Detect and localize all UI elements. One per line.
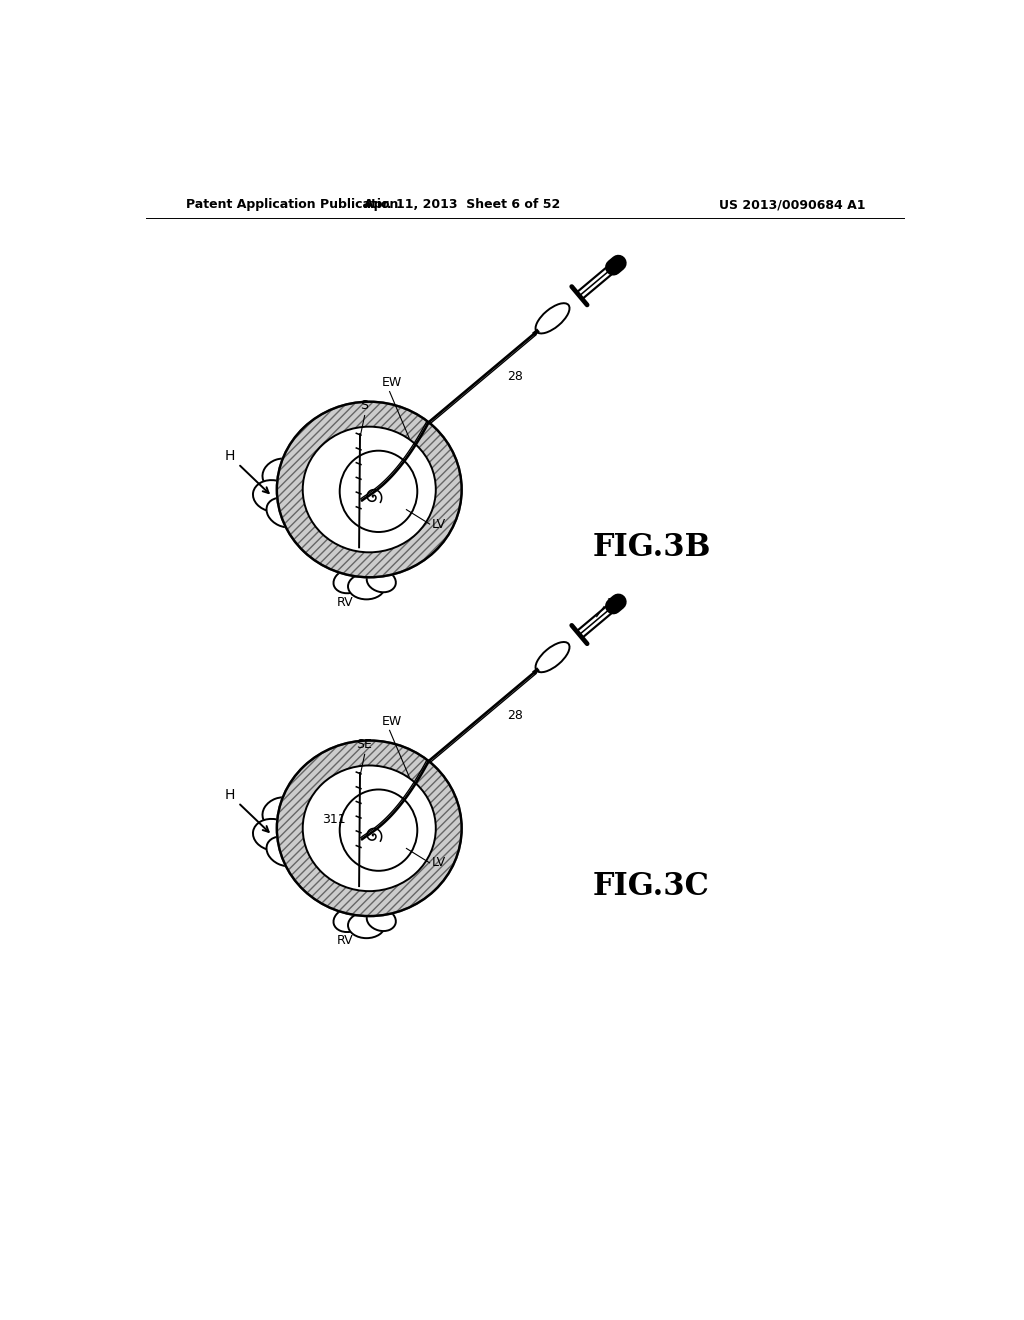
Text: LV: LV bbox=[431, 517, 445, 531]
Text: RV: RV bbox=[337, 935, 353, 948]
Ellipse shape bbox=[262, 458, 299, 488]
Text: S: S bbox=[359, 399, 368, 412]
Ellipse shape bbox=[262, 797, 299, 828]
Ellipse shape bbox=[266, 837, 302, 866]
Text: LV: LV bbox=[431, 857, 445, 870]
Ellipse shape bbox=[340, 450, 418, 532]
Ellipse shape bbox=[334, 569, 367, 593]
Text: EW: EW bbox=[381, 376, 401, 389]
Ellipse shape bbox=[348, 912, 385, 939]
Ellipse shape bbox=[283, 832, 312, 857]
Ellipse shape bbox=[276, 741, 462, 916]
Text: US 2013/0090684 A1: US 2013/0090684 A1 bbox=[720, 198, 866, 211]
Text: H: H bbox=[225, 788, 268, 832]
Ellipse shape bbox=[367, 569, 396, 593]
Ellipse shape bbox=[536, 304, 569, 334]
Text: 28: 28 bbox=[507, 709, 523, 722]
Ellipse shape bbox=[303, 766, 436, 891]
Ellipse shape bbox=[276, 401, 462, 577]
Ellipse shape bbox=[253, 480, 293, 512]
Text: 311: 311 bbox=[323, 813, 346, 825]
Text: Apr. 11, 2013  Sheet 6 of 52: Apr. 11, 2013 Sheet 6 of 52 bbox=[364, 198, 560, 211]
Text: H: H bbox=[225, 449, 268, 494]
Text: EW: EW bbox=[381, 714, 401, 727]
Ellipse shape bbox=[266, 498, 302, 528]
Ellipse shape bbox=[303, 426, 436, 552]
Ellipse shape bbox=[367, 908, 396, 931]
Text: FIG.3B: FIG.3B bbox=[593, 532, 711, 562]
Text: SE: SE bbox=[355, 738, 372, 751]
Text: RV: RV bbox=[337, 595, 353, 609]
Ellipse shape bbox=[253, 818, 293, 850]
Text: 28: 28 bbox=[507, 371, 523, 383]
Text: Patent Application Publication: Patent Application Publication bbox=[186, 198, 398, 211]
Text: FIG.3C: FIG.3C bbox=[593, 871, 710, 902]
Ellipse shape bbox=[348, 573, 385, 599]
Ellipse shape bbox=[340, 789, 418, 871]
Ellipse shape bbox=[283, 494, 312, 517]
Ellipse shape bbox=[334, 907, 367, 932]
Text: 26: 26 bbox=[606, 597, 622, 610]
Ellipse shape bbox=[536, 642, 569, 672]
